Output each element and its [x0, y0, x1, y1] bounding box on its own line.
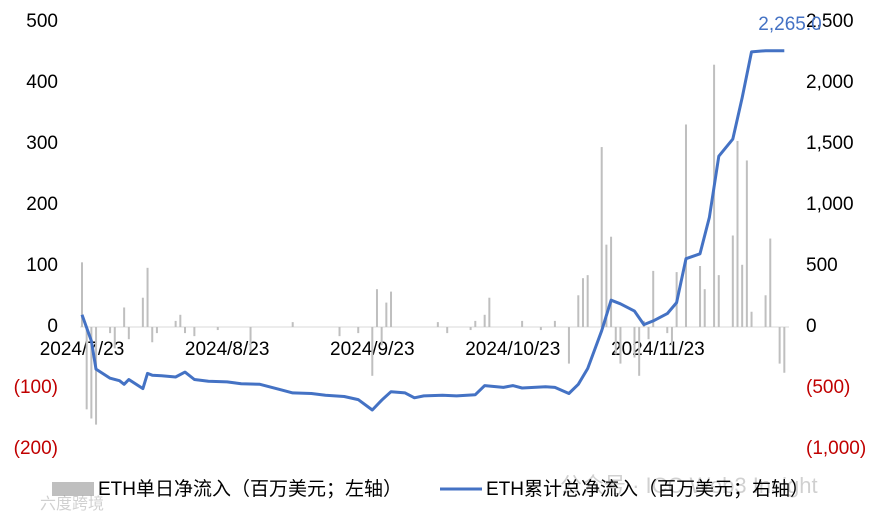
bar [81, 262, 83, 327]
y-tick-label: 100 [26, 255, 58, 276]
bar [750, 311, 753, 327]
y2-tick-label: 500 [806, 255, 838, 276]
line [80, 49, 785, 412]
y-tick-label: 200 [26, 194, 58, 215]
bar [436, 322, 439, 327]
bar [338, 327, 341, 337]
bar [141, 297, 144, 327]
y-tick-label: 400 [26, 72, 58, 93]
bar [385, 302, 388, 327]
legend-label: ETH单日净流入（百万美元；左轴） [98, 478, 402, 500]
y2-tick-label: 1,000 [806, 194, 854, 215]
annotation: 2,265.0 [758, 14, 821, 35]
bar [769, 238, 772, 327]
bar [249, 327, 252, 352]
bar [638, 327, 641, 376]
bar [179, 314, 182, 327]
bar [647, 327, 650, 340]
y-tick-label: 300 [26, 133, 58, 154]
bar [184, 327, 187, 334]
legend-swatch [52, 482, 94, 496]
bar [703, 289, 706, 327]
bar [778, 327, 781, 364]
bar [539, 327, 542, 331]
bar [745, 160, 748, 327]
bar [109, 327, 112, 334]
bar [174, 320, 177, 327]
watermark: 六度跨境 [40, 494, 104, 513]
bar [375, 289, 378, 327]
bar [474, 320, 477, 327]
bar [146, 267, 149, 327]
bar [581, 278, 584, 327]
bar [567, 327, 570, 364]
x-tick-label: 2024/10/23 [465, 339, 560, 360]
bar [586, 275, 589, 327]
x-tick-label: 2024/7/23 [40, 339, 125, 360]
bar [446, 327, 449, 334]
y2-tick-label: 2,500 [806, 11, 854, 32]
bar [764, 295, 767, 327]
bar [380, 327, 383, 346]
bar [699, 266, 702, 327]
legend-label: ETH累计总净流入（百万美元；右轴） [486, 478, 809, 500]
bar [783, 327, 786, 373]
y-tick-label: (100) [14, 377, 58, 398]
x-tick-label: 2024/8/23 [185, 339, 270, 360]
x-tick-label: 2024/11/23 [611, 339, 705, 360]
bar [123, 307, 126, 327]
bar [577, 295, 580, 327]
bar [151, 327, 154, 343]
bar [291, 322, 294, 327]
y-tick-label: 500 [26, 11, 58, 32]
watermark: 公众号 · ICC Web3 Insight [560, 473, 818, 498]
bar [193, 327, 196, 337]
bar [666, 327, 669, 334]
y-tick-label: (200) [14, 438, 58, 459]
bar [670, 327, 673, 346]
bar [553, 320, 556, 327]
bar [614, 327, 617, 355]
y2-tick-label: (500) [806, 377, 850, 398]
bar [633, 327, 636, 358]
bar [488, 297, 491, 327]
bar [684, 124, 687, 327]
bar [155, 327, 158, 334]
bar [652, 270, 655, 327]
bar [113, 327, 116, 349]
bar [521, 320, 524, 327]
bar [483, 314, 486, 327]
bar [717, 275, 720, 327]
bar [390, 291, 393, 327]
bar [619, 327, 622, 364]
y-tick-label: 0 [47, 316, 58, 337]
bar [127, 327, 130, 340]
y2-tick-label: 0 [806, 316, 817, 337]
bar [741, 264, 744, 327]
bar [357, 327, 360, 334]
y2-tick-label: 2,000 [806, 72, 854, 93]
bar [216, 327, 219, 331]
bar [610, 236, 613, 327]
bar [90, 327, 93, 419]
bar [469, 327, 472, 331]
bar [731, 235, 734, 327]
bar [736, 140, 739, 327]
bar [85, 327, 88, 410]
bar [95, 327, 98, 425]
bar [600, 147, 603, 327]
y2-tick-label: (1,000) [806, 438, 866, 459]
bar [371, 327, 374, 376]
bar [605, 244, 608, 327]
y2-tick-label: 1,500 [806, 133, 854, 154]
